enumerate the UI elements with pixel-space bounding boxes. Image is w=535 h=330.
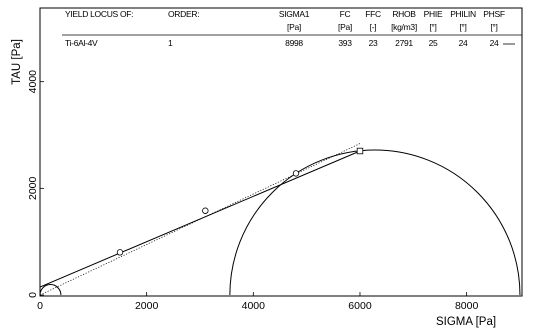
x-tick-label: 6000 — [348, 300, 372, 312]
header-ffc-unit: [-] — [370, 22, 377, 32]
y-axis-title: TAU [Pa] — [11, 39, 23, 85]
major-mohr-circle — [229, 149, 521, 296]
header-sigma1-unit: [Pa] — [287, 22, 301, 32]
row-ffc-value: 23 — [369, 38, 378, 48]
row-philin-value: 24 — [459, 38, 468, 48]
header-fc-title: FC — [340, 9, 351, 19]
chart-series — [40, 143, 521, 296]
row-fc-value: 393 — [338, 38, 352, 48]
row-order-value: 1 — [168, 38, 173, 48]
row-sigma1-value: 8998 — [285, 38, 303, 48]
tick-labels: 0 2000 4000 6000 8000 0 2000 4000 — [27, 70, 478, 312]
header-rhob-unit: [kg/m3] — [391, 22, 417, 32]
unconfined-mohr-circle — [40, 284, 62, 296]
x-tick-label: 0 — [37, 300, 43, 312]
results-header: YIELD LOCUS OF: Ti-6Al-4V ORDER: 1 SIGMA1 [Pa… — [65, 9, 515, 48]
header-philin-unit: [°] — [459, 22, 466, 32]
row-phie-value: 25 — [429, 38, 438, 48]
x-tick-label: 2000 — [135, 300, 159, 312]
axis-ticks — [39, 81, 468, 296]
measured-point — [202, 207, 209, 214]
y-tick-label: 4000 — [27, 70, 39, 94]
header-philin-title: PHILIN — [450, 9, 476, 19]
row-rhob-value: 2791 — [395, 38, 413, 48]
y-tick-label: 2000 — [27, 177, 39, 201]
header-locus-title: YIELD LOCUS OF: — [65, 9, 133, 19]
y-tick-label: 0 — [27, 292, 39, 298]
row-phisf-value: 24 — [490, 38, 499, 48]
header-phisf-unit: [°] — [490, 22, 497, 32]
header-order-title: ORDER: — [168, 9, 199, 19]
x-tick-label: 8000 — [455, 300, 479, 312]
row-locus-value: Ti-6Al-4V — [65, 38, 98, 48]
measured-point — [116, 249, 124, 256]
header-ffc-title: FFC — [365, 9, 381, 19]
measured-point — [292, 170, 300, 177]
x-tick-label: 4000 — [242, 300, 266, 312]
header-phie-title: PHIE — [424, 9, 443, 19]
header-fc-unit: [Pa] — [338, 22, 352, 32]
preshear-point — [356, 147, 364, 155]
header-rhob-title: RHOB — [392, 9, 416, 19]
header-phie-unit: [°] — [429, 22, 436, 32]
plot-frame — [39, 7, 523, 297]
header-phisf-title: PHSF — [483, 9, 505, 19]
header-sigma1-title: SIGMA1 — [279, 9, 310, 19]
effective-yield-locus-line — [40, 143, 361, 296]
x-axis-title: SIGMA [Pa] — [436, 316, 496, 328]
